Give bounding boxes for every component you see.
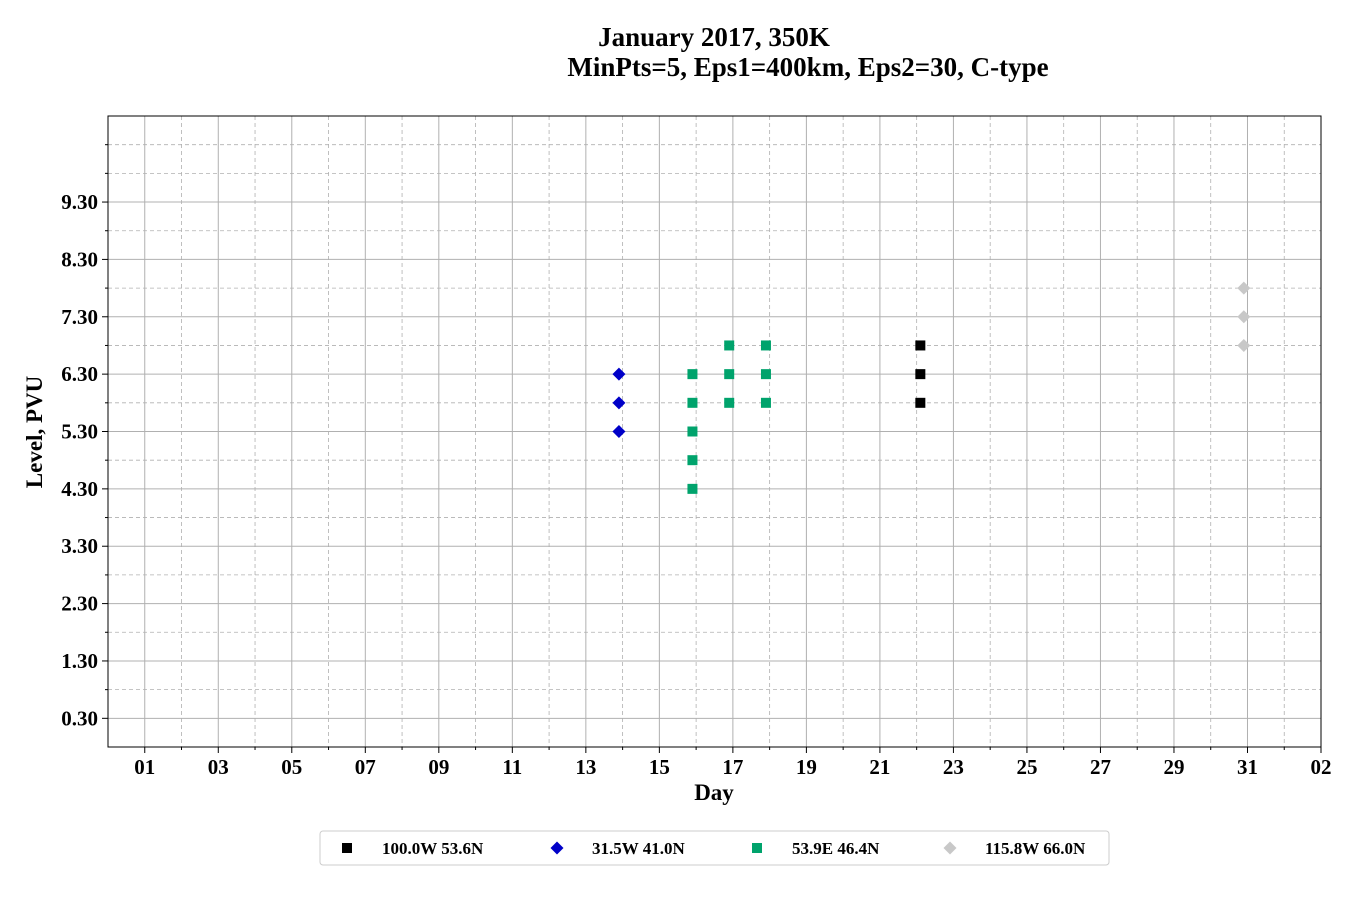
- legend-marker: [943, 841, 957, 855]
- y-axis-label: Level, PVU: [22, 375, 47, 488]
- data-point: [724, 340, 735, 351]
- x-axis-label: Day: [694, 780, 734, 805]
- legend-marker: [550, 841, 564, 855]
- x-tick-label: 11: [502, 755, 522, 779]
- y-tick-label: 3.30: [61, 534, 98, 558]
- legend-box: [319, 830, 1110, 866]
- x-tick-label: 02: [1311, 755, 1332, 779]
- legend-marker: [752, 843, 762, 853]
- x-tick-label: 23: [943, 755, 964, 779]
- data-point: [612, 396, 626, 410]
- data-point: [687, 483, 698, 494]
- chart-title-line-1: January 2017, 350K: [598, 22, 830, 52]
- y-tick-label: 5.30: [61, 420, 98, 444]
- data-point: [687, 397, 698, 408]
- legend-label: 31.5W 41.0N: [592, 839, 685, 858]
- x-tick-label: 01: [134, 755, 155, 779]
- legend-marker: [342, 843, 352, 853]
- x-tick-label: 17: [722, 755, 743, 779]
- y-tick-label: 4.30: [61, 477, 98, 501]
- y-tick-label: 7.30: [61, 305, 98, 329]
- data-point: [687, 369, 698, 380]
- x-tick-label: 13: [575, 755, 596, 779]
- legend-entries: 100.0W 53.6N 31.5W 41.0N 53.9E 46.4N 115.8W…: [342, 839, 1086, 858]
- data-point: [687, 426, 698, 437]
- legend-label: 115.8W 66.0N: [985, 839, 1086, 858]
- x-tick-label: 25: [1016, 755, 1037, 779]
- axis-ticks: [102, 144, 1322, 753]
- data-point: [760, 397, 771, 408]
- x-tick-label: 31: [1237, 755, 1258, 779]
- x-tick-label: 19: [796, 755, 817, 779]
- data-point: [915, 340, 926, 351]
- chart-title-line-2: MinPts=5, Eps1=400km, Eps2=30, C-type: [567, 52, 1048, 82]
- data-point: [915, 369, 926, 380]
- data-point: [724, 397, 735, 408]
- legend-label: 100.0W 53.6N: [382, 839, 484, 858]
- data-point: [687, 455, 698, 466]
- data-point: [760, 340, 771, 351]
- data-point: [612, 425, 626, 438]
- x-tick-label: 07: [355, 755, 376, 779]
- data-point: [1237, 338, 1251, 352]
- plot-frame: [107, 115, 1322, 748]
- data-point: [612, 367, 626, 381]
- y-tick-label: 1.30: [61, 649, 98, 673]
- x-tick-label: 15: [649, 755, 670, 779]
- x-tick-label: 03: [208, 755, 229, 779]
- x-tick-label: 27: [1090, 755, 1111, 779]
- y-tick-labels: 0.30 1.30 2.30 3.30 4.30 5.30 6.30 7.30 8.30 9.30: [61, 190, 98, 730]
- y-tick-label: 2.30: [61, 592, 98, 616]
- y-tick-label: 8.30: [61, 247, 98, 271]
- data-point: [915, 397, 926, 408]
- x-tick-label: 29: [1163, 755, 1184, 779]
- x-tick-label: 05: [281, 755, 302, 779]
- y-tick-label: 9.30: [61, 190, 98, 214]
- legend-label: 53.9E 46.4N: [792, 839, 880, 858]
- legend: 100.0W 53.6N 31.5W 41.0N 53.9E 46.4N 115.8W…: [319, 830, 1110, 866]
- y-tick-label: 0.30: [61, 706, 98, 730]
- grid-lines: [108, 116, 1322, 747]
- data-point: [1237, 310, 1251, 324]
- data-points: [612, 281, 1251, 494]
- x-tick-label: 09: [428, 755, 449, 779]
- x-tick-labels: 01 03 05 07 09 11 13 15 17 19 21 23 25 27 29 31 02: [134, 755, 1331, 779]
- x-tick-label: 21: [869, 755, 890, 779]
- data-point: [760, 369, 771, 380]
- y-tick-label: 6.30: [61, 362, 98, 386]
- data-point: [724, 369, 735, 380]
- data-point: [1237, 281, 1251, 295]
